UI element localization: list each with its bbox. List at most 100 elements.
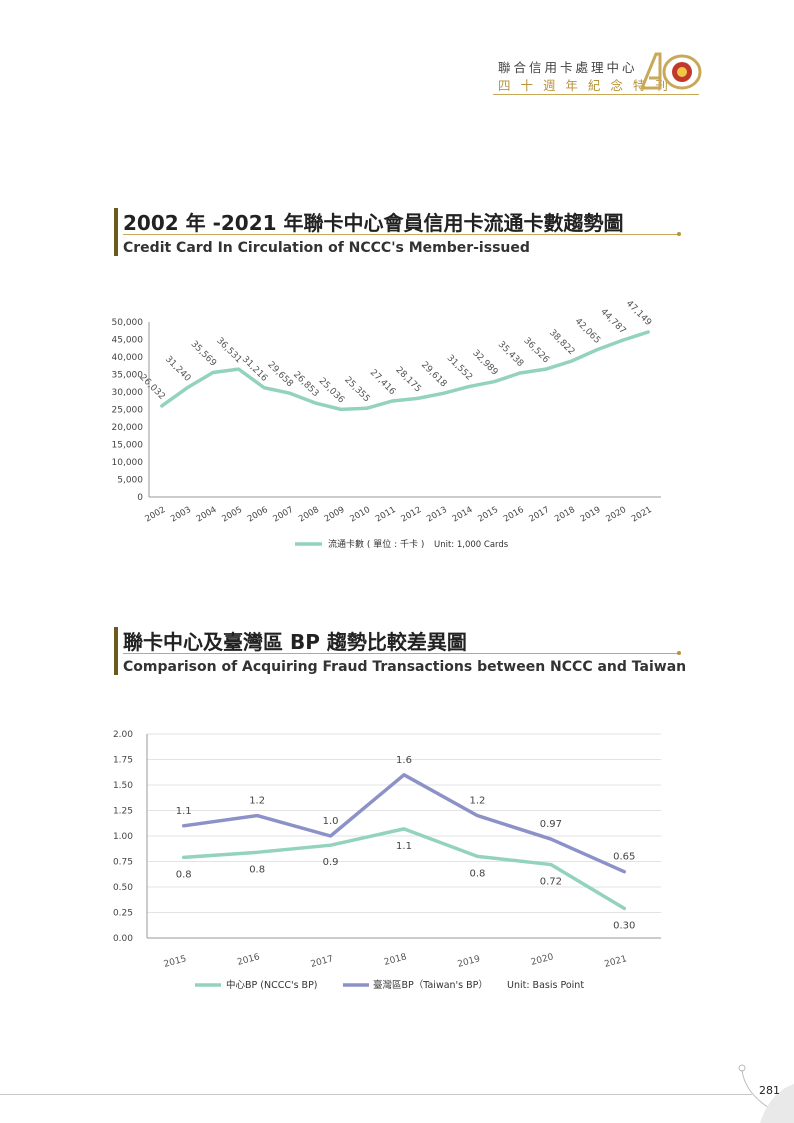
anniversary-40-logo [639,52,702,90]
data-label-nccc: 0.8 [249,864,265,875]
legend-label-taiwan-bp: 臺灣區BP（Taiwan's BP） [373,979,488,991]
y-tick-label: 0.75 [113,858,133,868]
x-tick-label: 2020 [530,952,555,968]
x-tick-label: 2013 [425,505,449,524]
data-label-taiwan: 1.1 [176,806,192,817]
data-label: 29,618 [419,360,449,390]
data-label: 35,569 [189,339,219,369]
data-label-nccc: 0.72 [540,877,562,888]
data-label: 31,240 [163,354,193,384]
x-tick-label: 2007 [272,505,296,524]
section-1-rule [123,234,679,235]
data-label: 36,526 [521,336,551,366]
y-tick-label: 0.00 [113,934,133,944]
x-tick-label: 2020 [604,505,628,524]
y-tick-label: 30,000 [112,388,144,398]
x-tick-label: 2003 [169,505,193,524]
data-label-nccc: 0.9 [323,857,339,868]
data-label-taiwan: 0.97 [540,819,562,830]
y-tick-label: 1.00 [113,832,133,842]
header-subtitle: 四 十 週 年 紀 念 特 刊 [498,78,671,93]
data-label: 35,438 [496,340,526,370]
x-tick-label: 2015 [476,505,500,524]
y-tick-label: 45,000 [112,336,144,346]
data-label-nccc: 0.30 [613,920,635,931]
data-label: 25,355 [342,375,371,404]
y-tick-label: 35,000 [112,371,144,381]
x-tick-label: 2004 [195,505,219,524]
y-tick-label: 0.50 [113,883,133,893]
unit-note: Unit: Basis Point [507,980,584,991]
header-rule [493,94,699,95]
x-tick-label: 2008 [297,505,321,524]
data-label: 28,175 [393,365,422,394]
y-tick-label: 10,000 [112,458,144,468]
y-tick-label: 0.25 [113,909,133,919]
legend-label-nccc-bp: 中心BP (NCCC's BP) [226,979,318,991]
section-2-rule [123,653,679,654]
chart-bp-comparison: 0.00 0.25 0.50 0.75 1.00 1.25 1.50 1.75 2.00 2015… [113,730,661,991]
x-tick-label: 2011 [374,505,398,524]
section-2-bar [114,627,118,675]
x-tick-label: 2019 [457,954,482,970]
data-label-taiwan: 1.2 [469,796,485,807]
data-label: 32,989 [470,348,500,378]
legend-label-card-circulation: 流通卡數 ( 單位 : 千卡 ) [328,538,424,550]
data-label-taiwan: 0.65 [613,852,635,863]
y-tick-label: 5,000 [117,476,143,486]
data-label-nccc: 0.8 [469,868,485,879]
section-2-subtitle: Comparison of Acquiring Fraud Transactio… [123,659,687,675]
y-tick-label: 40,000 [112,353,144,363]
x-tick-label: 2006 [246,505,270,524]
y-tick-label: 25,000 [112,406,144,416]
x-tick-label: 2019 [579,505,603,524]
x-tick-label: 2002 [144,505,168,524]
data-label-nccc: 1.1 [396,841,412,852]
y-tick-label: 1.25 [113,807,133,817]
section-1-rule-dot [677,232,681,236]
unit-note: Unit: 1,000 Cards [434,540,509,550]
series-line-taiwan-bp [181,773,627,874]
x-tick-label: 2016 [502,505,526,524]
section-2-rule-dot [677,651,681,655]
y-tick-label: 20,000 [112,423,144,433]
section-2-title: 聯卡中心及臺灣區 BP 趨勢比較差異圖 [123,630,467,654]
x-tick-label: 2005 [220,505,244,524]
x-tick-label: 2017 [310,954,335,970]
footer-curve-decoration [738,1064,794,1123]
data-label: 31,552 [445,353,474,382]
data-label: 44,787 [598,307,627,336]
data-label-taiwan: 1.0 [323,816,339,827]
data-label: 27,416 [368,368,398,398]
data-label: 47,149 [624,300,654,328]
x-tick-label: 2018 [383,952,408,968]
y-tick-label: 50,000 [112,318,144,328]
section-1-subtitle: Credit Card In Circulation of NCCC's Mem… [123,240,530,256]
header-title: 聯合信用卡處理中心 [498,60,638,75]
x-tick-label: 2018 [553,505,577,524]
data-label: 29,658 [265,360,295,390]
y-tick-label: 0 [137,493,143,503]
x-tick-label: 2021 [603,954,628,970]
y-tick-label: 1.50 [113,781,133,791]
section-1-title: 2002 年 -2021 年聯卡中心會員信用卡流通卡數趨勢圖 [123,211,624,235]
data-label-taiwan: 1.2 [249,796,265,807]
y-tick-label: 2.00 [113,730,133,740]
section-1-bar [114,208,118,256]
data-label-nccc: 0.8 [176,869,192,880]
x-tick-label: 2009 [323,505,347,524]
chart-card-circulation: 0 5,000 10,000 15,000 20,000 25,000 30,000 35,0… [112,300,661,550]
data-label: 25,036 [317,376,347,406]
x-tick-label: 2010 [348,505,372,524]
series-line-card-circulation [160,330,650,412]
x-tick-label: 2014 [451,505,475,524]
series-line-nccc-bp [181,827,627,911]
y-tick-label: 1.75 [113,756,133,766]
data-label: 42,065 [573,317,602,346]
x-tick-label: 2016 [236,952,261,968]
page-number: 281 [759,1084,780,1097]
x-tick-label: 2012 [400,505,424,524]
y-tick-label: 15,000 [112,441,144,451]
x-tick-label: 2021 [630,505,654,524]
x-tick-label: 2015 [163,954,188,970]
